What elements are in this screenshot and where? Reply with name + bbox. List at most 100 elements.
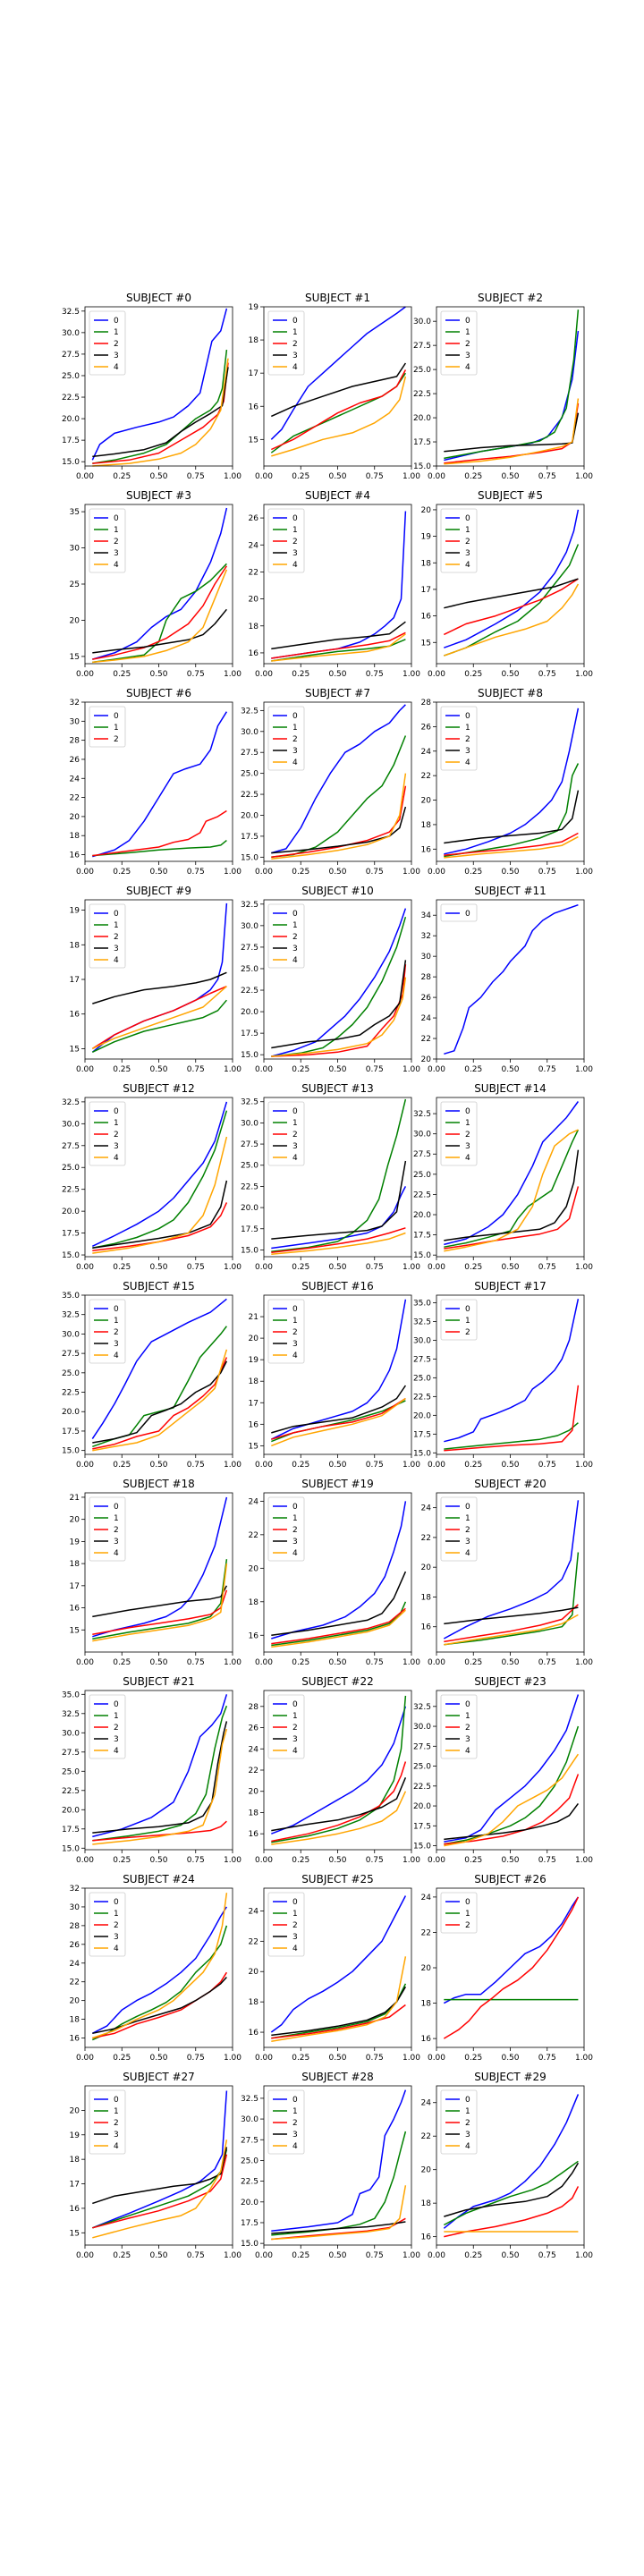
y-tick-label: 30.0: [413, 318, 431, 326]
plot-frame: [263, 1492, 412, 1653]
subplot-3: SUBJECT #30.00 0.25 0.50 0.75 1.001520253035…: [70, 489, 242, 679]
x-tick-label: 0.50: [149, 868, 167, 877]
y-tick-label: 30.0: [413, 1131, 431, 1140]
y-tick-label: 27.5: [241, 1140, 258, 1149]
y-tick-label: 18: [70, 832, 80, 841]
legend-label: 2: [292, 1526, 298, 1535]
legend-label: 0: [465, 1305, 470, 1314]
series-line-0: [91, 1906, 228, 2034]
legend: 0 1 2 3 4: [440, 1694, 478, 1759]
y-tick-label: 20.0: [413, 1211, 431, 1220]
plot-frame: [436, 701, 585, 862]
subplot-14: SUBJECT #14 0.00 0.25 0.50 0.75 1.00 15.0 17.5 2…: [413, 1082, 593, 1272]
legend: 0 1 2 3 4: [89, 1694, 126, 1759]
x-tick-label: 0.75: [366, 2054, 384, 2063]
subplot-title: SUBJECT #24: [123, 1873, 195, 1885]
series-line-2: [271, 1607, 406, 1645]
x-tick-label: 1.00: [575, 868, 593, 877]
y-tick-label: 24: [70, 1960, 80, 1969]
legend-label: 2: [465, 2119, 470, 2128]
y-tick-label: 16: [421, 613, 432, 622]
x-tick-label: 0.00: [255, 1461, 273, 1470]
subplot-9: SUBJECT #9 0.00 0.25 0.50 0.75 1.00 15 16 17 18 19…: [70, 885, 242, 1074]
y-tick-label: 20: [70, 1516, 80, 1525]
y-tick-label: 35: [70, 508, 80, 517]
x-tick-label: 0.75: [187, 1658, 205, 1667]
legend-label: 1: [465, 1514, 470, 1523]
y-tick-label: 15.0: [413, 462, 431, 471]
series-line-4: [92, 1893, 228, 2039]
legend: 0 1 2 3 4: [440, 706, 478, 771]
legend-label: 2: [114, 538, 119, 547]
x-tick-label: 0.00: [76, 1658, 94, 1667]
y-tick-label: 22.5: [413, 1191, 431, 1199]
y-tick-label: 19: [249, 1356, 259, 1365]
y-tick-label: 20: [421, 1055, 432, 1064]
legend-label: 0: [465, 1503, 470, 1512]
y-tick-label: 20: [70, 2106, 80, 2115]
x-tick-label: 0.00: [76, 1461, 94, 1470]
subplot-10: SUBJECT #10 0.00 0.25 0.50 0.75 1.00 15.0 17.5 2…: [241, 885, 420, 1074]
legend-label: 1: [114, 2107, 119, 2116]
legend-label: 1: [292, 1910, 298, 1919]
x-tick-label: 0.25: [292, 1856, 309, 1865]
series-line-2: [271, 631, 406, 659]
x-tick-label: 1.00: [575, 1856, 593, 1865]
series-line-3: [444, 790, 580, 844]
y-tick-label: 27.5: [241, 749, 258, 758]
series-line-2: [92, 1357, 228, 1450]
legend: 0: [440, 903, 478, 922]
series-line-4: [92, 1136, 228, 1254]
series-line-4: [92, 569, 228, 664]
legend-label: 0: [465, 317, 470, 326]
legend: 0 1 2 3 4: [267, 1101, 305, 1166]
series-line-0: [92, 1496, 228, 1638]
x-tick-label: 0.25: [113, 1263, 131, 1272]
x-tick-label: 0.75: [187, 670, 205, 679]
legend-label: 4: [114, 1154, 119, 1163]
x-tick-label: 1.00: [402, 1461, 420, 1470]
subplot-title: SUBJECT #14: [474, 1082, 547, 1095]
y-tick-label: 17.5: [241, 1030, 258, 1038]
series-line-3: [271, 1385, 407, 1434]
y-tick-label: 16: [70, 1011, 80, 1020]
y-tick-label: 22: [421, 1534, 431, 1543]
series-line-2: [92, 1202, 228, 1251]
series-line-3: [92, 608, 227, 654]
series-line-4: [271, 1956, 407, 2042]
series-line-1: [271, 639, 406, 662]
x-tick-label: 1.00: [575, 670, 593, 679]
subplot-23: SUBJECT #23 0.00 0.25 0.50 0.75 1.00 15.0 17.5 2…: [413, 1675, 593, 1865]
y-tick-label: 22.5: [62, 1186, 80, 1195]
x-tick-label: 0.00: [255, 670, 273, 679]
y-tick-label: 22.5: [413, 1783, 431, 1792]
legend: 0 1 2 3 4: [267, 2089, 305, 2155]
x-tick-label: 0.75: [187, 1856, 205, 1865]
y-tick-label: 18: [249, 1598, 259, 1607]
series-line-4: [271, 1791, 407, 1845]
series-line-1: [271, 1695, 407, 1843]
y-tick-label: 24: [249, 541, 259, 550]
legend-label: 4: [465, 1549, 470, 1558]
series-line-4: [444, 1753, 580, 1847]
x-tick-label: 0.75: [187, 1263, 205, 1272]
legend-label: 4: [114, 363, 119, 372]
series-line-1: [444, 309, 580, 460]
x-tick-label: 0.00: [428, 2054, 445, 2063]
plot-frame: [263, 1887, 412, 2048]
subplot-title: SUBJECT #11: [474, 885, 547, 897]
y-tick-label: 25.0: [413, 366, 431, 375]
x-tick-label: 0.00: [428, 868, 445, 877]
series-line-2: [92, 362, 229, 464]
series-line-1: [92, 350, 228, 464]
series-line-0: [92, 507, 228, 660]
legend-label: 3: [292, 2131, 298, 2140]
plot-frame: [84, 306, 233, 467]
y-tick-label: 22: [249, 1937, 258, 1946]
y-tick-label: 30.0: [413, 1723, 431, 1732]
series-line-3: [271, 2221, 406, 2234]
x-tick-label: 1.00: [224, 2251, 242, 2260]
y-tick-label: 20: [70, 1997, 80, 2006]
series-line-3: [92, 1180, 228, 1249]
